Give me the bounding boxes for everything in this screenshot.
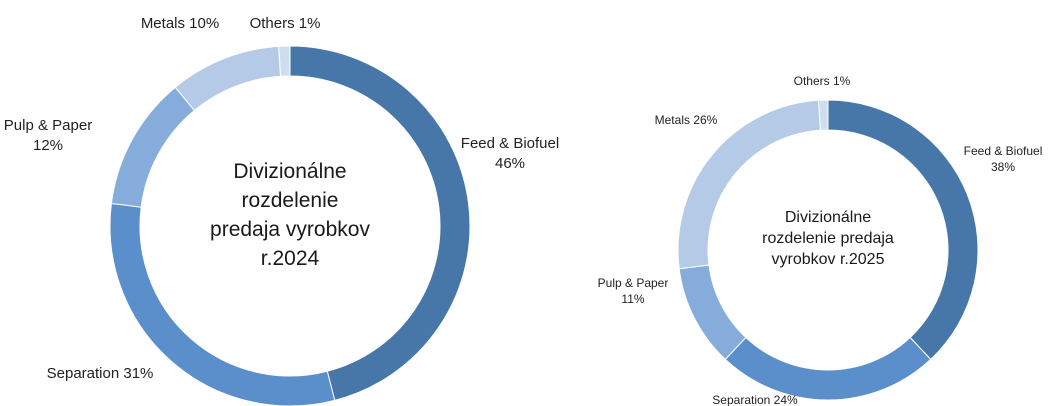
slice-separation-2025 [724,336,932,401]
label-line: Separation 31% [47,365,154,382]
donut-chart-2024: Divizionálne rozdelenie predaja vyrobkov r.… [4,15,559,406]
center-title-line: rozdelenie [242,189,339,212]
label-pulp-paper-2025: Pulp & Paper 11% [598,276,669,306]
label-line: 12% [33,137,63,154]
slice-others-2025 [818,99,829,131]
center-title-line: rozdelenie predaja [762,230,894,247]
center-title-line: predaja vyrobkov [210,218,370,241]
center-title-line: Divizionálne [233,160,346,183]
slice-pulp-paper-2024 [110,86,196,208]
label-line: Separation 24% [712,393,798,406]
label-line: Metals 10% [141,15,219,32]
label-line: Others 1% [794,74,851,88]
label-line: Metals 26% [655,113,718,127]
slice-feed-biofuel-2024 [289,45,471,401]
label-feed-biofuel-2024: Feed & Biofuel 46% [461,135,559,172]
label-metals-2024: Metals 10% [141,15,219,32]
label-line: Pulp & Paper [4,117,92,134]
label-line: 38% [991,160,1015,174]
label-line: Feed & Biofuel [461,135,559,152]
label-line: 11% [621,292,644,306]
label-separation-2025: Separation 24% [712,393,798,406]
slice-metals-2024 [174,45,282,112]
label-line: Pulp & Paper [598,276,669,290]
label-others-2025: Others 1% [794,74,851,88]
center-title-line: Divizionálne [785,209,871,226]
label-pulp-paper-2024: Pulp & Paper 12% [4,117,92,154]
label-line: 46% [495,155,525,172]
center-title-line: r.2024 [261,247,320,270]
donut-chart-2025: Divizionálne rozdelenie predaja vyrobkov r… [598,74,1043,406]
center-title-line: vyrobkov r.2025 [772,251,885,268]
label-line: Feed & Biofuel [964,144,1043,158]
slice-others-2024 [278,45,291,77]
label-line: Others 1% [250,15,321,32]
label-separation-2024: Separation 31% [47,365,154,382]
label-others-2024: Others 1% [250,15,321,32]
label-feed-biofuel-2025: Feed & Biofuel 38% [964,144,1043,174]
slice-pulp-paper-2025 [678,264,747,361]
center-title-2025: Divizionálne rozdelenie predaja vyrobkov r… [762,209,894,268]
label-metals-2025: Metals 26% [655,113,718,127]
center-title-2024: Divizionálne rozdelenie predaja vyrobkov r.… [210,160,370,270]
